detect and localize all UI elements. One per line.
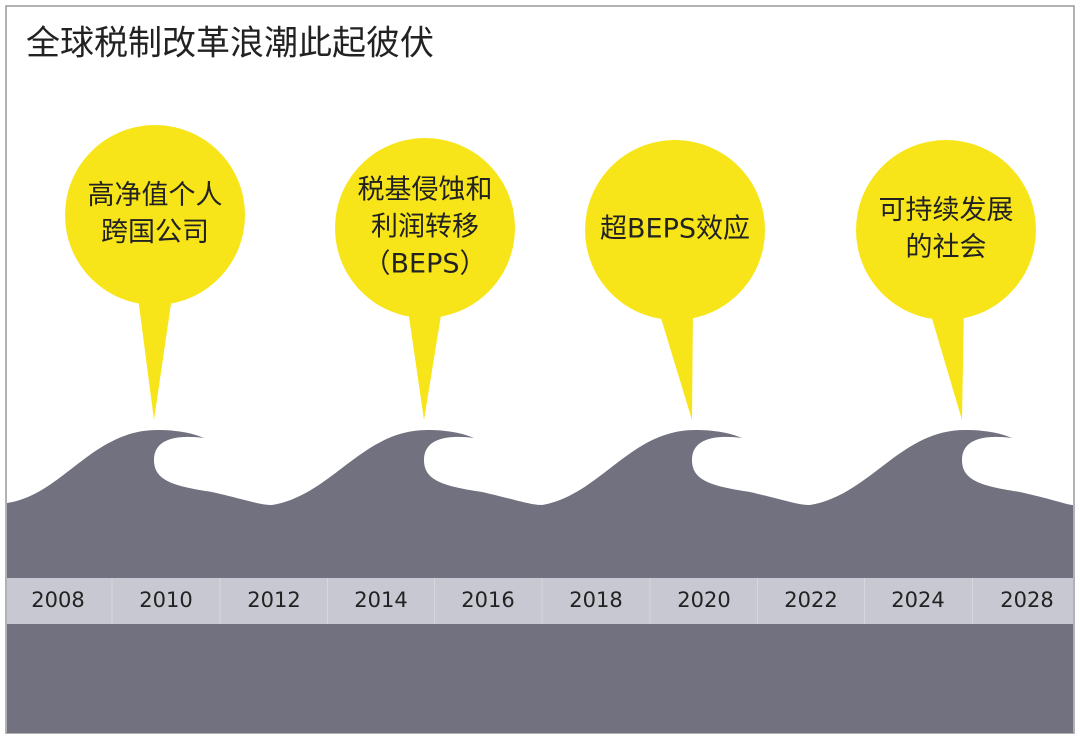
- bubble-label: 超BEPS效应: [600, 214, 750, 245]
- bubble-label: 可持续发展: [879, 195, 1014, 226]
- bubble: [856, 140, 1036, 320]
- title: 全球税制改革浪潮此起彼伏: [26, 24, 434, 64]
- year-label: 2018: [569, 588, 622, 612]
- year-label: 2028: [1000, 588, 1053, 612]
- bubble-tail: [657, 305, 693, 420]
- year-label: 2012: [247, 588, 300, 612]
- bubble-label: 税基侵蚀和: [358, 175, 493, 206]
- year-label: 2008: [31, 588, 84, 612]
- bubble: [65, 125, 245, 305]
- year-label: 2024: [891, 588, 944, 612]
- year-label: 2022: [784, 588, 837, 612]
- year-label: 2010: [139, 588, 192, 612]
- bubble-label: 利润转移: [371, 212, 479, 243]
- bubble-label: （BEPS）: [363, 249, 486, 280]
- timeline-strip: [7, 578, 1073, 624]
- bubble-tail: [137, 290, 173, 420]
- bubble: [335, 138, 515, 318]
- bubble-tail: [928, 305, 964, 420]
- year-label: 2016: [461, 588, 514, 612]
- year-label: 2020: [677, 588, 730, 612]
- bubble-label: 的社会: [906, 232, 987, 263]
- bubble-tail: [407, 303, 443, 420]
- bubble-label: 高净值个人: [88, 180, 223, 211]
- bubble-label: 跨国公司: [101, 217, 209, 248]
- year-label: 2014: [354, 588, 407, 612]
- bubble: [585, 140, 765, 320]
